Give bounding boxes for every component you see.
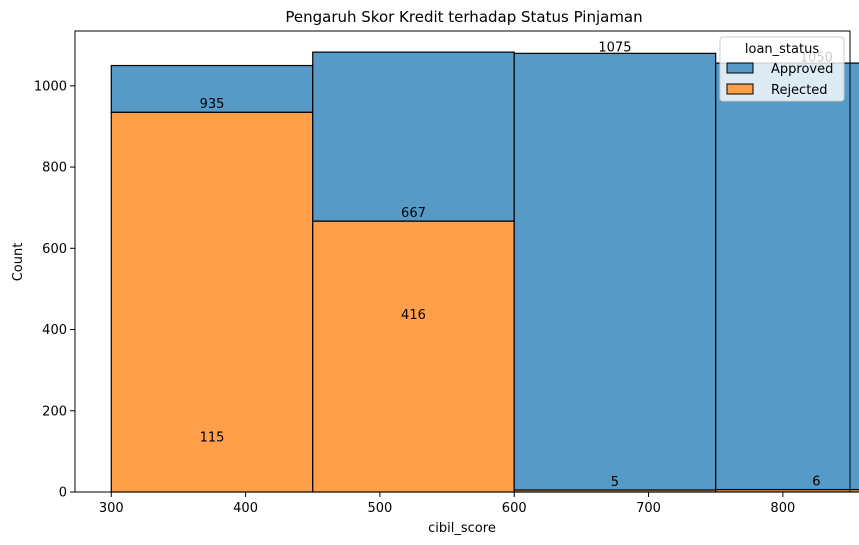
x-tick-label: 800 — [770, 501, 795, 516]
data-label: 115 — [200, 430, 225, 445]
bar-rejected-0 — [110, 111, 314, 493]
x-tick-label: 700 — [636, 501, 661, 516]
legend-swatch-approved — [726, 62, 754, 74]
bar-approved-3 — [715, 62, 859, 491]
bar-approved-2 — [513, 52, 717, 491]
chart-title: Pengaruh Skor Kredit terhadap Status Pin… — [285, 8, 642, 26]
bars-layer — [110, 51, 859, 493]
y-tick-label: 200 — [42, 404, 67, 419]
x-axis-label: cibil_score — [428, 521, 496, 536]
x-tick-label: 300 — [99, 501, 124, 516]
y-tick-label: 600 — [42, 242, 67, 257]
data-label: 1075 — [598, 40, 631, 55]
legend-label-approved: Approved — [771, 62, 833, 77]
x-tick-label: 400 — [233, 501, 258, 516]
y-axis: 0 200 400 600 800 1000 — [34, 79, 75, 501]
y-tick-label: 1000 — [34, 79, 67, 94]
legend-title: loan_status — [745, 42, 819, 57]
bar-approved-0 — [110, 64, 314, 113]
y-tick-label: 0 — [59, 486, 67, 501]
y-axis-label: Count — [11, 243, 26, 282]
x-tick-label: 500 — [367, 501, 392, 516]
y-tick-label: 400 — [42, 323, 67, 338]
data-label: 667 — [401, 206, 426, 221]
data-label: 935 — [200, 97, 225, 112]
x-axis: 300400500600700800900 — [99, 492, 795, 516]
data-label: 5 — [611, 475, 619, 490]
x-tick-label: 600 — [502, 501, 527, 516]
bar-rejected-1 — [312, 220, 515, 493]
plot-frame — [74, 30, 851, 493]
legend: loan_status Approved Rejected — [719, 36, 845, 102]
legend-swatch-rejected — [726, 83, 754, 95]
data-label: 416 — [401, 308, 426, 323]
bar-approved-1 — [312, 51, 515, 222]
legend-label-rejected: Rejected — [771, 83, 828, 98]
y-tick-label: 800 — [42, 161, 67, 176]
data-label: 6 — [812, 475, 820, 490]
